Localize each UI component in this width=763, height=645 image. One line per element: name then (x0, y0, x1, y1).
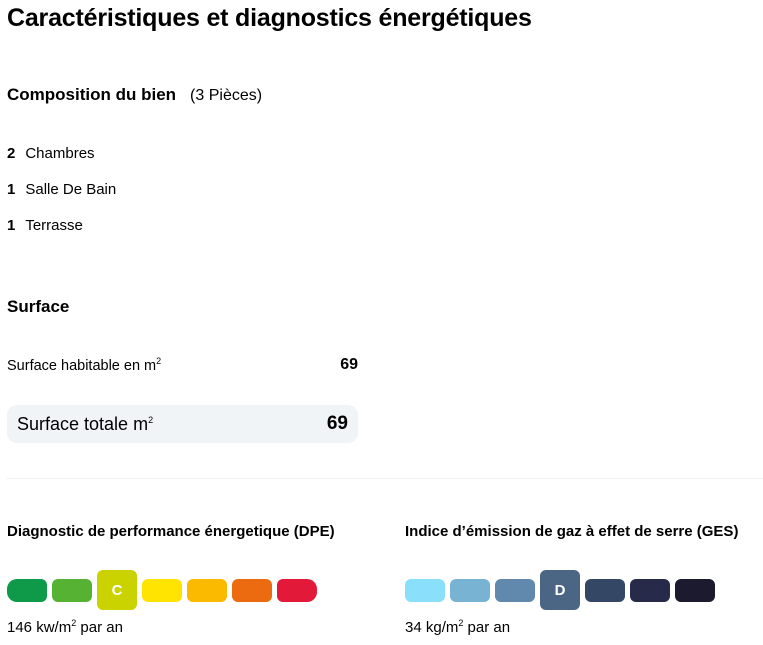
dpe-grade-g (277, 578, 317, 602)
ges-scale: D (405, 570, 715, 610)
surface-totale-value: 69 (326, 413, 348, 434)
room-item-salle-de-bain: 1 Salle De Bain (7, 181, 116, 198)
room-count: 2 (7, 145, 16, 162)
surface-habitable-value: 69 (340, 356, 358, 373)
dpe-grade-b (52, 578, 92, 602)
composition-section: Composition du bien (3 Pièces) (7, 85, 262, 105)
ges-grade-a (405, 578, 445, 602)
ges-heading: Indice d’émission de gaz à effet de serr… (405, 523, 739, 540)
dpe-heading: Diagnostic de performance énergetique (D… (7, 523, 335, 540)
dpe-grade-e (187, 578, 227, 602)
dpe-grade-c-active: C (97, 570, 137, 610)
room-label: Terrasse (25, 217, 83, 234)
room-count: 1 (7, 181, 16, 198)
composition-heading: Composition du bien (7, 85, 177, 104)
ges-grade-f (630, 578, 670, 602)
ges-grade-b (450, 578, 490, 602)
ges-value: 34 kg/m2 par an (405, 618, 511, 637)
room-count: 1 (7, 217, 16, 234)
surface-habitable-label: Surface habitable en m2 (7, 356, 162, 374)
section-divider (7, 478, 763, 479)
room-label: Chambres (25, 145, 95, 162)
dpe-grade-d (142, 578, 182, 602)
surface-totale-box: Surface totale m2 69 (7, 405, 358, 443)
dpe-grade-a (7, 578, 47, 602)
dpe-value: 146 kw/m2 par an (7, 618, 123, 637)
ges-grade-g (675, 578, 715, 602)
dpe-scale: C (7, 570, 317, 610)
ges-grade-d-active: D (540, 570, 580, 610)
ges-grade-e (585, 578, 625, 602)
room-label: Salle De Bain (25, 181, 117, 198)
page-title: Caractéristiques et diagnostics énergéti… (7, 4, 532, 32)
ges-grade-c (495, 578, 535, 602)
surface-heading: Surface (7, 297, 70, 316)
surface-totale-label: Surface totale m2 (17, 413, 154, 434)
room-item-terrasse: 1 Terrasse (7, 217, 83, 234)
pieces-count: (3 Pièces) (190, 87, 263, 104)
dpe-grade-f (232, 578, 272, 602)
room-item-chambres: 2 Chambres (7, 145, 95, 162)
